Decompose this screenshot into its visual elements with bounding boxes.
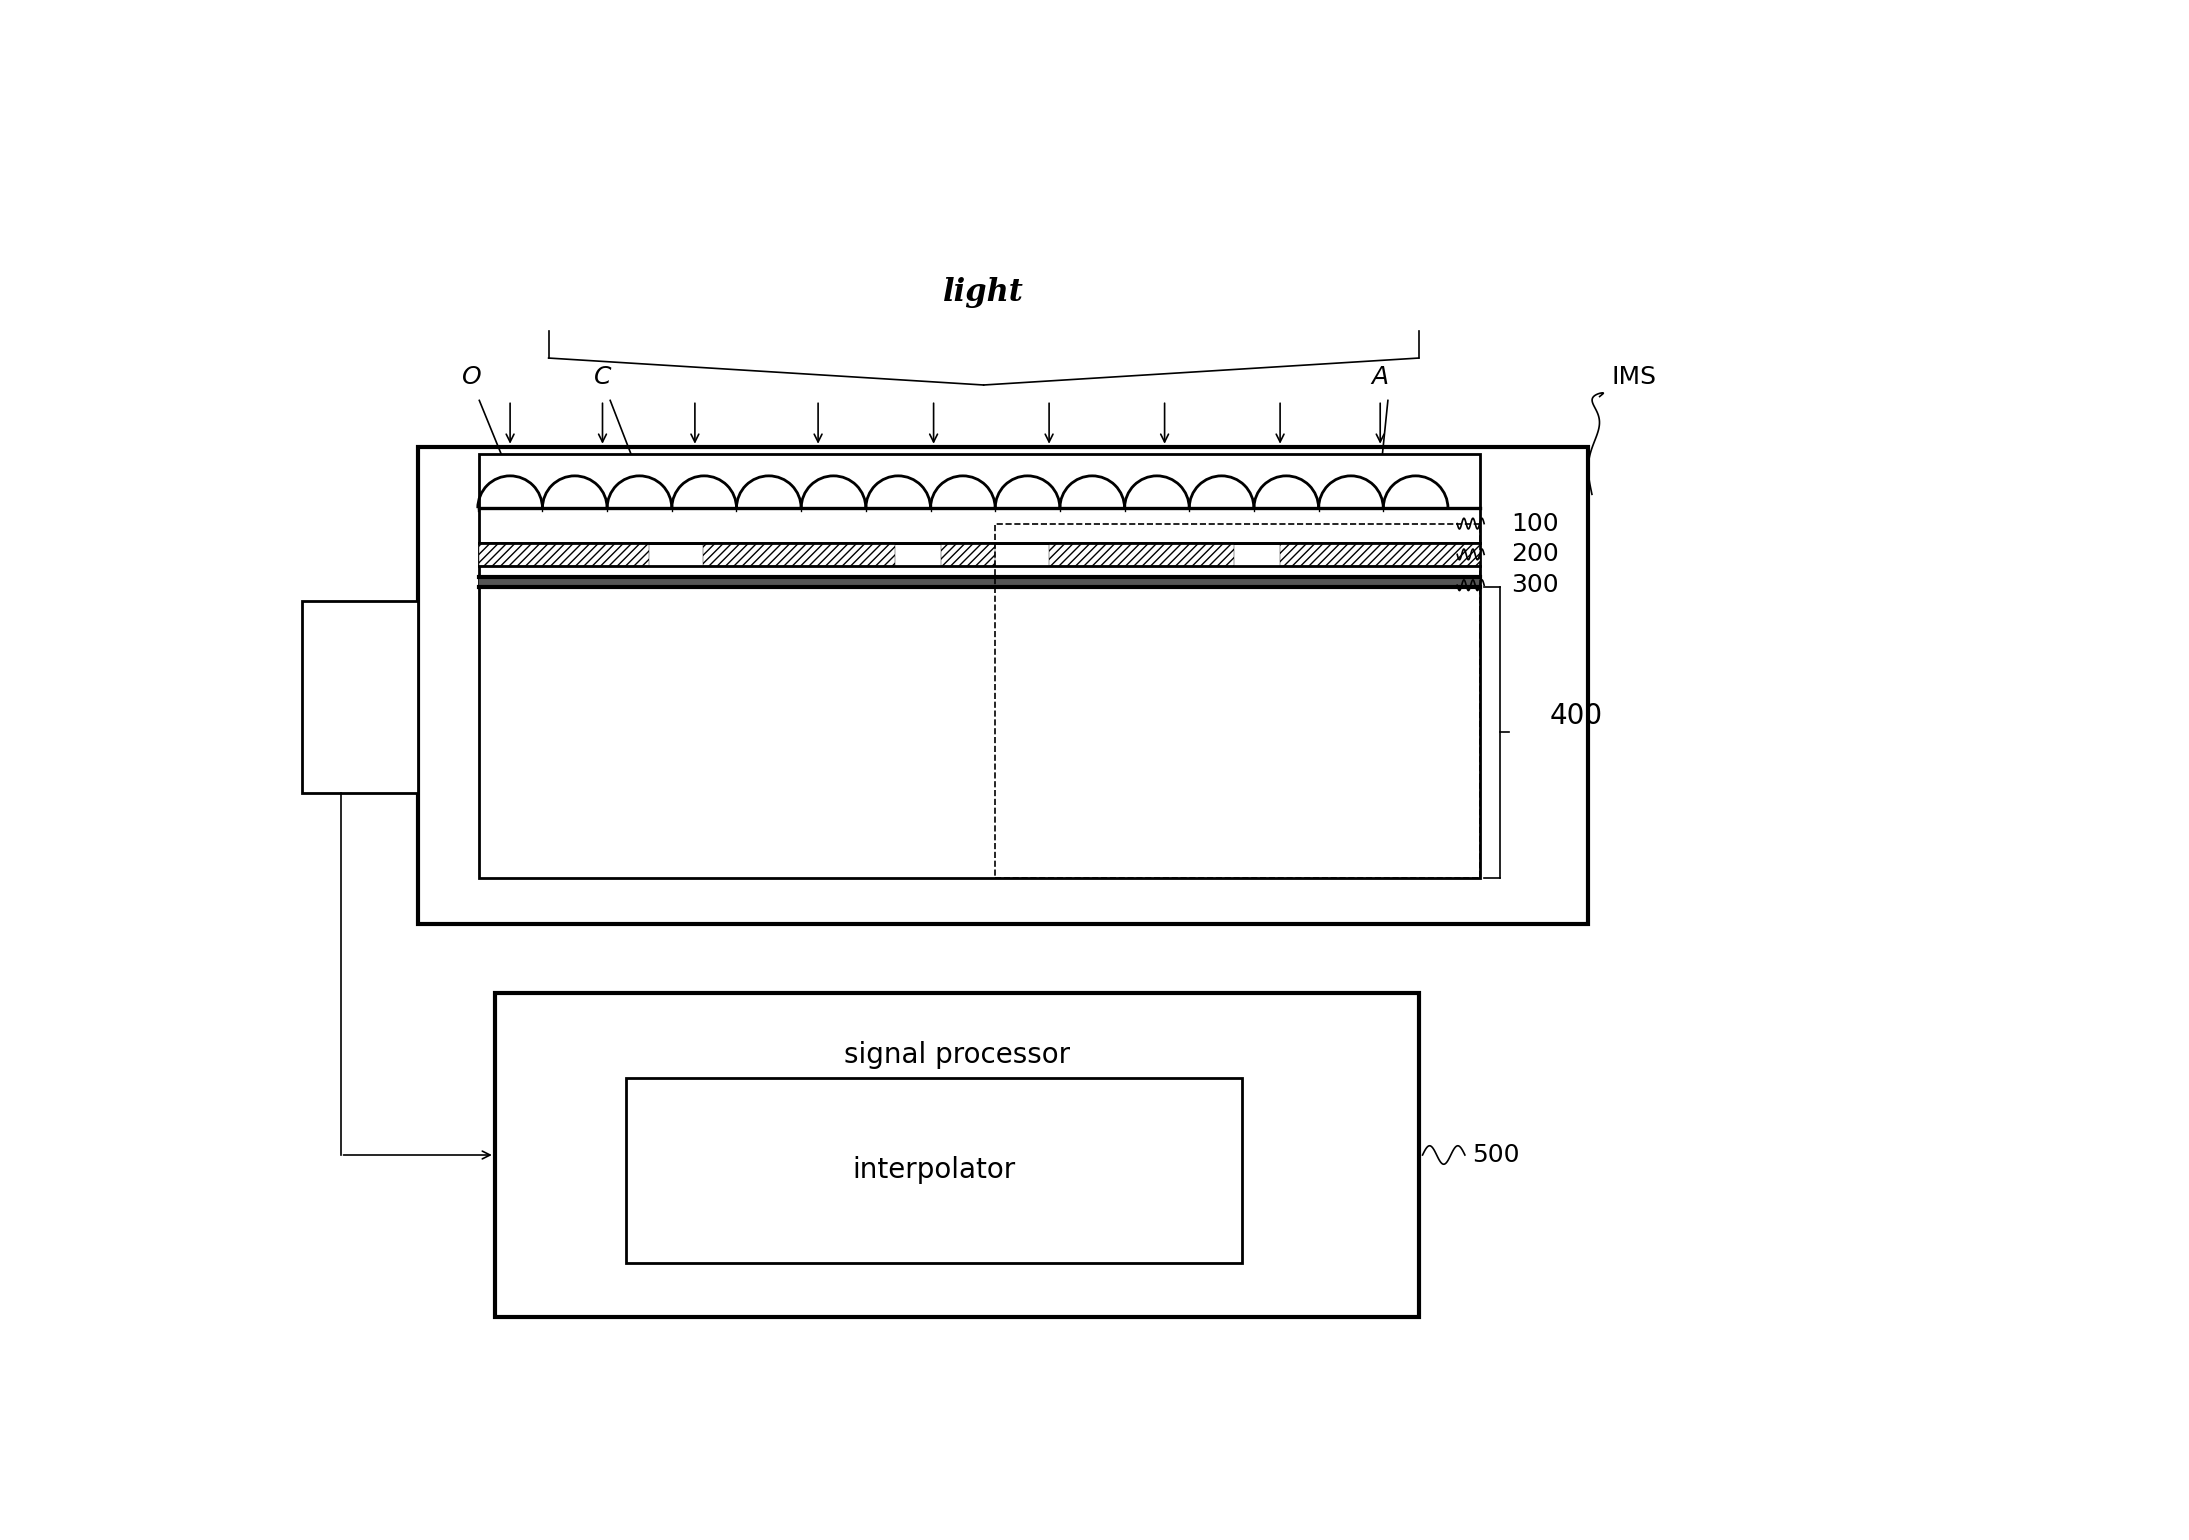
Bar [479, 454, 1480, 878]
Text: IMS: IMS [1611, 365, 1657, 390]
Text: 400: 400 [1550, 702, 1602, 730]
Text: interpolator: interpolator [852, 1157, 1016, 1184]
Text: signal processor: signal processor [843, 1041, 1070, 1069]
Text: C: C [593, 365, 611, 390]
Bar [302, 601, 418, 793]
Text: 100: 100 [1510, 511, 1559, 536]
Bar [495, 993, 1418, 1317]
Text: 500: 500 [1473, 1143, 1519, 1167]
Bar [626, 1078, 1241, 1263]
Bar [1281, 544, 1480, 567]
Text: 300: 300 [1510, 573, 1559, 598]
Bar [418, 447, 1587, 924]
Bar [703, 544, 895, 567]
Text: A: A [1373, 365, 1388, 390]
Bar [941, 544, 996, 567]
Text: 200: 200 [1510, 542, 1559, 567]
Bar [479, 578, 1480, 587]
Bar [996, 524, 1480, 878]
Text: light: light [943, 277, 1024, 308]
Bar [479, 544, 648, 567]
Bar [1049, 544, 1235, 567]
Text: O: O [462, 365, 482, 390]
